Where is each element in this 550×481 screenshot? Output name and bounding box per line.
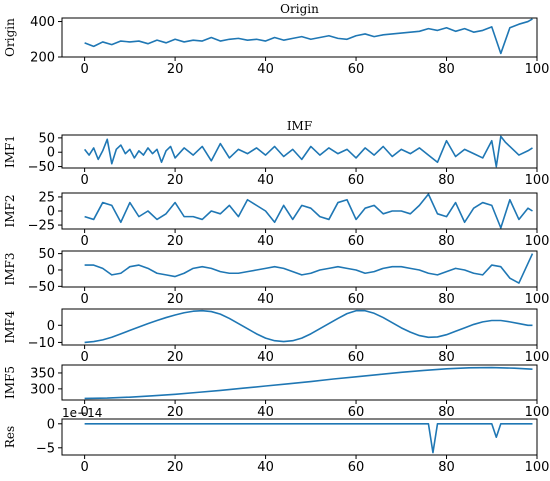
imf1-xtick-label: 100 xyxy=(525,173,550,188)
imf5-xtick-label: 80 xyxy=(438,405,455,420)
imf2-xtick-label: 0 xyxy=(80,234,88,249)
imf1-xtick-label: 0 xyxy=(80,173,88,188)
imf3-xtick-label: 100 xyxy=(525,292,550,307)
imf5-xtick-label: 100 xyxy=(525,405,550,420)
imf1-ytick-label: 0 xyxy=(47,146,55,161)
imf5-ylabel: IMF5 xyxy=(3,366,17,399)
imf2-ytick-label: −25 xyxy=(28,219,55,234)
origin-ylabel: Origin xyxy=(3,18,17,57)
imf2-ytick-label: 0 xyxy=(47,205,55,220)
res-xtick-label: 80 xyxy=(438,460,455,475)
imf1-axes-frame xyxy=(61,134,538,169)
imf5-ytick-label: 350 xyxy=(30,366,55,381)
imf5-axes-frame xyxy=(61,364,538,401)
imf4-ytick-label: −10 xyxy=(28,336,55,351)
imf1-xtick-label: 80 xyxy=(438,173,455,188)
imf3-axes-frame xyxy=(61,250,538,288)
imf1-ylabel: IMF1 xyxy=(3,135,17,168)
imf2-xtick-label: 20 xyxy=(167,234,184,249)
imf2-xtick-label: 80 xyxy=(438,234,455,249)
imf4-ytick-label: 0 xyxy=(47,319,55,334)
origin-xtick-label: 0 xyxy=(80,62,88,77)
imf3-ytick-label: 50 xyxy=(38,247,55,262)
imf1-ytick-label: 50 xyxy=(38,131,55,146)
imf2-xtick-label: 100 xyxy=(525,234,550,249)
origin-xtick-label: 40 xyxy=(257,62,274,77)
origin-title: Origin xyxy=(280,2,319,16)
imf1-xtick-label: 60 xyxy=(348,173,365,188)
imf1-xtick-label: 40 xyxy=(257,173,274,188)
origin-xtick-label: 100 xyxy=(525,62,550,77)
res-xtick-label: 0 xyxy=(80,460,88,475)
imf5-xtick-label: 40 xyxy=(257,405,274,420)
res-xtick-label: 100 xyxy=(525,460,550,475)
res-xtick-label: 20 xyxy=(167,460,184,475)
imf1-xtick-label: 20 xyxy=(167,173,184,188)
res-xtick-label: 40 xyxy=(257,460,274,475)
imf5-xtick-label: 60 xyxy=(348,405,365,420)
imf3-ytick-label: 0 xyxy=(47,263,55,278)
res-offset-text: 1e−14 xyxy=(62,406,102,420)
origin-axes-frame xyxy=(61,17,538,58)
res-axes-frame xyxy=(61,418,538,456)
res-ytick-label: 0 xyxy=(47,417,55,432)
imf2-ytick-label: 25 xyxy=(38,190,55,205)
imf3-ytick-label: −50 xyxy=(28,280,55,295)
imf2-series-line xyxy=(84,193,533,229)
imf4-xtick-label: 0 xyxy=(80,350,88,365)
res-series-line xyxy=(84,423,533,454)
imf3-xtick-label: 80 xyxy=(438,292,455,307)
imf3-xtick-label: 20 xyxy=(167,292,184,307)
imf5-xtick-label: 20 xyxy=(167,405,184,420)
imf3-xtick-label: 40 xyxy=(257,292,274,307)
origin-xtick-label: 80 xyxy=(438,62,455,77)
imf4-ylabel: IMF4 xyxy=(3,310,17,343)
res-ytick-label: −5 xyxy=(36,441,55,456)
imf4-xtick-label: 40 xyxy=(257,350,274,365)
imf2-ylabel: IMF2 xyxy=(3,195,17,228)
imf2-axes-frame xyxy=(61,192,538,230)
imf4-series-line xyxy=(84,309,533,344)
imf4-xtick-label: 20 xyxy=(167,350,184,365)
res-ylabel: Res xyxy=(3,426,17,448)
imf3-ylabel: IMF3 xyxy=(3,253,17,286)
imf5-xtick-label: 0 xyxy=(80,405,88,420)
imf1-series-line xyxy=(83,135,533,168)
imf3-xtick-label: 60 xyxy=(348,292,365,307)
imf4-xtick-label: 80 xyxy=(438,350,455,365)
imf3-xtick-label: 0 xyxy=(80,292,88,307)
imf3-series-line xyxy=(84,253,534,284)
origin-xtick-label: 60 xyxy=(348,62,365,77)
origin-ytick-label: 200 xyxy=(30,51,55,66)
imf1-ytick-label: −50 xyxy=(28,160,55,175)
imf5-series-line xyxy=(84,366,533,400)
imf2-xtick-label: 40 xyxy=(257,234,274,249)
imf5-ytick-label: 300 xyxy=(30,382,55,397)
origin-series-line xyxy=(84,18,533,55)
origin-ytick-label: 400 xyxy=(30,15,55,30)
res-xtick-label: 60 xyxy=(348,460,365,475)
imf1-title: IMF xyxy=(287,119,312,133)
imf4-xtick-label: 60 xyxy=(348,350,365,365)
imf4-axes-frame xyxy=(61,308,538,346)
imf4-xtick-label: 100 xyxy=(525,350,550,365)
origin-xtick-label: 20 xyxy=(167,62,184,77)
imf2-xtick-label: 60 xyxy=(348,234,365,249)
